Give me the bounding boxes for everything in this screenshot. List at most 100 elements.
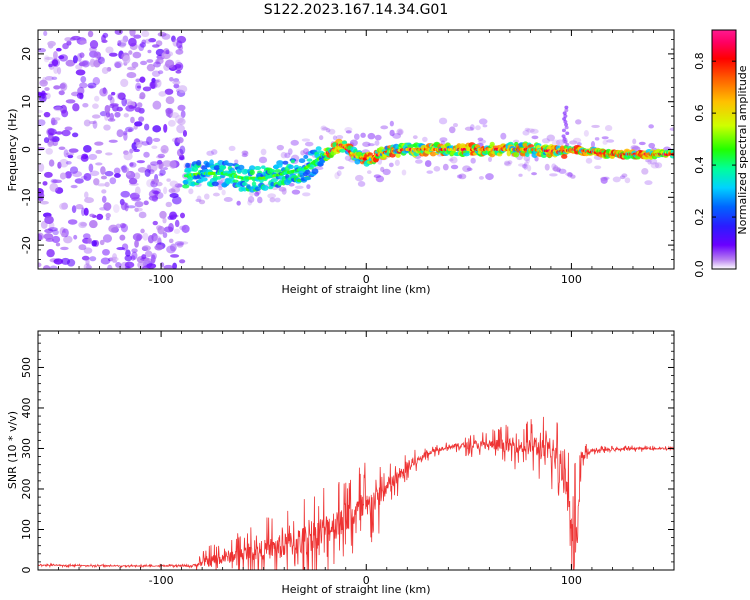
y-tick-label: 300 bbox=[20, 438, 33, 459]
scatter-blob bbox=[203, 193, 210, 200]
noise-blob bbox=[71, 205, 77, 213]
noise-blob bbox=[78, 62, 86, 67]
noise-blob bbox=[105, 152, 113, 156]
noise-blob bbox=[174, 219, 180, 228]
noise-blob bbox=[177, 104, 186, 111]
snr-y-axis-label: SNR (10 * v/v) bbox=[6, 411, 19, 489]
noise-blob bbox=[60, 246, 69, 251]
noise-blob bbox=[70, 184, 78, 189]
noise-blob bbox=[169, 193, 179, 198]
x-tick-label: -100 bbox=[149, 574, 174, 587]
noise-blob bbox=[95, 162, 103, 166]
scatter-blob bbox=[553, 165, 559, 172]
noise-blob bbox=[110, 103, 119, 107]
noise-blob bbox=[51, 58, 61, 68]
signal-blob bbox=[277, 163, 283, 168]
scatter-blob bbox=[482, 124, 488, 128]
scatter-blob bbox=[375, 175, 385, 183]
signal-blob bbox=[185, 162, 190, 168]
noise-blob bbox=[87, 30, 94, 38]
noise-blob bbox=[146, 136, 153, 146]
signal-blob bbox=[462, 152, 470, 157]
noise-blob bbox=[142, 265, 151, 269]
scatter-blob bbox=[424, 160, 432, 167]
spike-blob bbox=[562, 117, 567, 121]
noise-blob bbox=[154, 244, 164, 251]
scatter-blob bbox=[669, 127, 674, 131]
noise-blob bbox=[55, 242, 61, 247]
x-tick-label: 100 bbox=[561, 273, 582, 286]
noise-blob bbox=[46, 249, 55, 258]
noise-blob bbox=[59, 202, 68, 210]
noise-blob bbox=[168, 222, 174, 232]
noise-blob bbox=[151, 77, 156, 83]
scatter-blob bbox=[388, 162, 394, 168]
noise-blob bbox=[72, 170, 83, 178]
noise-blob bbox=[100, 175, 108, 180]
noise-blob bbox=[78, 221, 87, 229]
noise-blob bbox=[146, 179, 155, 188]
colorbar-ticks: 0.0 0.2 0.4 0.6 0.8 bbox=[693, 52, 736, 278]
noise-blob bbox=[162, 217, 167, 224]
noise-blob bbox=[89, 40, 99, 49]
noise-blob bbox=[53, 258, 64, 265]
scatter-blob bbox=[549, 173, 558, 177]
spike-blob bbox=[563, 140, 568, 144]
scatter-blob bbox=[619, 175, 626, 180]
scatter-blob bbox=[477, 137, 484, 141]
noise-blob bbox=[39, 200, 49, 205]
signal-blob bbox=[367, 152, 373, 156]
noise-blob bbox=[119, 234, 126, 241]
noise-blob bbox=[38, 233, 43, 241]
spike-blob bbox=[565, 142, 570, 147]
scatter-blob bbox=[624, 177, 631, 184]
noise-blob bbox=[157, 31, 167, 37]
noise-blob bbox=[43, 55, 50, 63]
noise-blob bbox=[135, 82, 142, 92]
noise-blob bbox=[75, 204, 84, 210]
noise-blob bbox=[47, 227, 58, 232]
scatter-blob bbox=[247, 199, 253, 206]
noise-blob bbox=[175, 70, 182, 74]
noise-blob bbox=[112, 253, 118, 261]
scatter-blob bbox=[648, 124, 654, 129]
signal-blob bbox=[527, 144, 535, 148]
scatter-blob bbox=[600, 176, 609, 182]
noise-blob bbox=[147, 235, 154, 244]
noise-blob bbox=[136, 85, 141, 89]
scatter-blob bbox=[531, 172, 537, 176]
noise-blob bbox=[140, 228, 145, 234]
noise-blob bbox=[134, 207, 139, 213]
noise-blob bbox=[42, 76, 47, 84]
scatter-blob bbox=[630, 145, 639, 150]
scatter-blob bbox=[401, 169, 407, 176]
noise-blob bbox=[91, 240, 97, 247]
noise-blob bbox=[65, 152, 75, 156]
snr-ticks: -100 0 100 0 100 200 300 400 500 bbox=[20, 331, 675, 587]
noise-blob bbox=[173, 83, 180, 89]
noise-blob bbox=[164, 88, 174, 95]
scatter-blob bbox=[632, 138, 637, 145]
scatter-blob bbox=[567, 172, 573, 178]
noise-blob bbox=[105, 212, 111, 219]
noise-blob bbox=[116, 129, 124, 138]
noise-blob bbox=[38, 163, 45, 172]
scatter-blob bbox=[328, 128, 336, 135]
noise-blob bbox=[116, 92, 125, 100]
noise-blob bbox=[179, 241, 189, 245]
noise-blob bbox=[163, 264, 174, 269]
noise-blob bbox=[182, 130, 188, 137]
spike-blob bbox=[562, 137, 567, 141]
noise-blob bbox=[177, 136, 184, 144]
scatter-blob bbox=[576, 142, 582, 146]
scatter-blob bbox=[645, 158, 650, 163]
scatter-blob bbox=[531, 135, 539, 140]
noise-blob bbox=[53, 85, 61, 90]
scatter-blob bbox=[523, 163, 528, 170]
spike-blob bbox=[564, 125, 569, 130]
signal-blob bbox=[522, 143, 529, 148]
scatter-blob bbox=[380, 166, 385, 173]
noise-blob bbox=[150, 161, 159, 166]
signal-blob bbox=[274, 169, 282, 173]
noise-blob bbox=[44, 215, 54, 225]
